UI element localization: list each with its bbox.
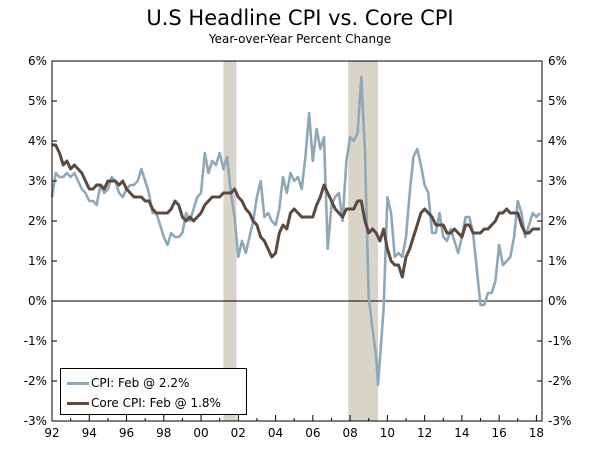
x-axis-labels: 92 94 96 98 00 02 04 06 08 10 12 14 16 18 xyxy=(44,426,544,440)
y-tick-label-left: -3% xyxy=(24,414,47,428)
y-tick-label-right: -3% xyxy=(548,414,571,428)
y-tick-label-left: 3% xyxy=(28,174,47,188)
y-tick-label-left: -2% xyxy=(24,374,47,388)
x-tick-label: 98 xyxy=(156,426,171,440)
chart-title: U.S Headline CPI vs. Core CPI xyxy=(146,6,454,30)
y-tick-label-right: 5% xyxy=(548,94,567,108)
y-tick-label-right: 3% xyxy=(548,174,567,188)
y-tick-label-right: 0% xyxy=(548,294,567,308)
recession-bands xyxy=(223,61,379,421)
y-axis-right-labels: 6% 5% 4% 3% 2% 1% 0% -1% -2% -3% xyxy=(548,54,571,428)
legend-swatch-cpi xyxy=(67,381,89,385)
plot-area-frame xyxy=(51,60,543,422)
x-tick-label: 02 xyxy=(231,426,246,440)
x-tick-label: 14 xyxy=(454,426,469,440)
y-tick-label-left: -1% xyxy=(24,334,47,348)
y-tick-label-right: 6% xyxy=(548,54,567,68)
chart-subtitle: Year-over-Year Percent Change xyxy=(208,32,392,46)
y-tick-label-right: -1% xyxy=(548,334,571,348)
y-tick-label-right: 4% xyxy=(548,134,567,148)
x-tick-label: 08 xyxy=(342,426,357,440)
y-tick-label-left: 5% xyxy=(28,94,47,108)
y-tick-label-left: 6% xyxy=(28,54,47,68)
y-axis-left-labels: 6% 5% 4% 3% 2% 1% 0% -1% -2% -3% xyxy=(24,54,47,428)
series-lines xyxy=(50,75,542,387)
cpi-line xyxy=(50,75,542,387)
y-tick-label-right: 1% xyxy=(548,254,567,268)
recession-band-1 xyxy=(223,61,237,421)
y-tick-label-left: 4% xyxy=(28,134,47,148)
x-tick-label: 10 xyxy=(380,426,395,440)
x-tick-label: 18 xyxy=(529,426,544,440)
x-tick-label: 06 xyxy=(305,426,320,440)
core-cpi-line xyxy=(52,143,541,279)
legend-swatch-core xyxy=(67,401,89,405)
x-tick-label: 96 xyxy=(119,426,134,440)
x-tick-label: 94 xyxy=(82,426,97,440)
legend-item-cpi: CPI: Feb @ 2.2% xyxy=(67,375,189,391)
y-tick-label-left: 0% xyxy=(28,294,47,308)
chart-legend: CPI: Feb @ 2.2% Core CPI: Feb @ 1.8% xyxy=(60,368,247,415)
y-tick-label-right: -2% xyxy=(548,374,571,388)
x-tick-label: 00 xyxy=(193,426,208,440)
x-tick-label: 04 xyxy=(268,426,283,440)
y-tick-label-right: 2% xyxy=(548,214,567,228)
y-tick-label-left: 1% xyxy=(28,254,47,268)
legend-item-core: Core CPI: Feb @ 1.8% xyxy=(67,395,221,411)
x-tick-label: 12 xyxy=(417,426,432,440)
x-tick-label: 16 xyxy=(492,426,507,440)
legend-label-core: Core CPI: Feb @ 1.8% xyxy=(91,396,221,410)
axis-ticks xyxy=(51,60,542,422)
x-tick-label: 92 xyxy=(44,426,59,440)
y-tick-label-left: 2% xyxy=(28,214,47,228)
legend-label-cpi: CPI: Feb @ 2.2% xyxy=(91,376,190,390)
